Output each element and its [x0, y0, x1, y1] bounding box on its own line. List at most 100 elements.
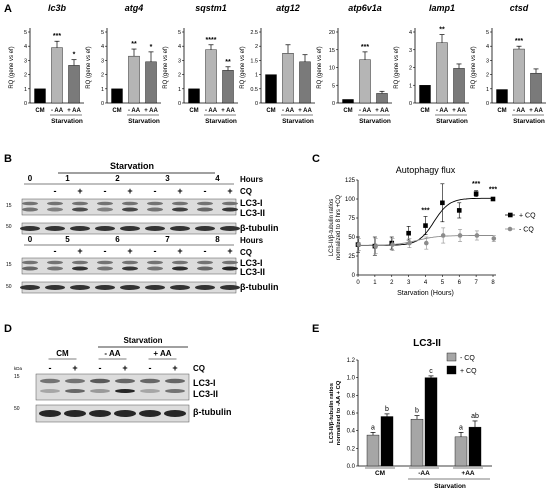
hour-label: 5 — [65, 235, 70, 244]
lc3i-band — [172, 201, 188, 206]
legend-label-minus-cq: - CQ — [519, 227, 534, 234]
legend-label-plus-cq: + CQ — [519, 213, 536, 220]
y-tick-label: 1 — [486, 87, 489, 93]
tubulin-strip — [35, 404, 190, 423]
hour-label: 6 — [115, 235, 120, 244]
gene-ylabel: RQ (gene vs ef) — [86, 46, 92, 88]
group-label: Starvation — [282, 118, 314, 125]
gene-chart-lc3b: lc3b RQ (gene vs ef) 0 1 2 3 4 5 CM *** - AA * + AA S… — [9, 3, 84, 125]
y-tick-label: 1.5 — [250, 58, 258, 64]
blot-b-lc3i-label-2: LC3-I — [240, 258, 263, 268]
gene-chart-sqstm1: sqstm1 RQ (gene vs ef) 0 1 2 3 4 5 CM **** - AA ** +… — [163, 3, 238, 125]
lc3i-band — [165, 378, 185, 384]
bar — [205, 49, 217, 104]
data-point-minus-cq — [356, 242, 362, 247]
y-tick-label: 10 — [329, 66, 335, 72]
lc3i-band — [147, 201, 163, 206]
bar — [380, 416, 394, 467]
y-tick-label: 5 — [332, 83, 335, 89]
cq-plus: + — [177, 186, 182, 196]
cq-plus: + — [177, 246, 182, 256]
bar — [419, 85, 431, 104]
lc3ii-band — [122, 266, 138, 271]
y-tick-label: 1 — [178, 87, 181, 93]
tubulin-band — [20, 285, 40, 290]
bar — [376, 93, 388, 104]
hour-label: 0 — [28, 235, 33, 244]
gene-title: atp6v1a — [348, 3, 382, 13]
category-label: + AA — [298, 108, 312, 114]
letter-label: b — [385, 406, 389, 413]
cq-minus: - — [54, 186, 57, 196]
tubulin-band — [70, 226, 90, 231]
blot-d-lane-labels: CM- +- AA- ++ AA- + — [48, 349, 178, 373]
blot-b-lc3ii-label-1: LC3-II — [240, 208, 265, 218]
category-label: -AA — [418, 470, 430, 477]
y-tick-label: 1 — [24, 87, 27, 93]
significance-label: *** — [53, 33, 61, 40]
category-label: - AA — [513, 108, 526, 114]
gene-title: lc3b — [48, 3, 67, 13]
significance-label: *** — [421, 208, 429, 215]
y-tick-label: 0 — [255, 101, 258, 107]
blot-b-marker-50-1: 50 — [6, 224, 12, 230]
y-tick-label: 3 — [24, 58, 27, 64]
blot-b-lane-labels: 0 1- +2- +3- +4- +0 5- +6- +7- +8- + — [24, 174, 234, 256]
legend-label: - CQ — [460, 355, 475, 362]
y-tick-label: 5 — [178, 30, 181, 36]
lc3i-band — [122, 260, 138, 265]
lc3ii-band — [172, 266, 188, 271]
tubulin-band — [170, 226, 190, 231]
cq-minus: - — [49, 363, 52, 373]
y-tick-label: 5 — [486, 30, 489, 36]
gene-chart-atg4: atg4 RQ (gene vs ef) 0 1 2 3 4 5 CM ** - AA * + AA St… — [86, 3, 161, 125]
y-tick-label: 2 — [178, 73, 181, 79]
bar — [188, 88, 200, 104]
bar — [453, 68, 465, 104]
letter-label: a — [371, 424, 375, 431]
lc3ii-band — [90, 389, 110, 393]
bar — [454, 436, 468, 467]
tubulin-band — [20, 226, 40, 231]
lc3-strip — [35, 373, 190, 401]
gene-title: lamp1 — [429, 3, 455, 13]
blot-d-starvation-label: Starvation — [123, 336, 162, 345]
data-point-minus-cq — [407, 240, 412, 246]
y-tick-label: 0.8 — [347, 393, 356, 399]
y-tick-label: 0 — [101, 101, 104, 107]
y-tick-label: 2 — [486, 73, 489, 79]
blot-d-marker-50: 50 — [14, 406, 20, 412]
y-tick-label: 20 — [329, 30, 335, 36]
significance-label: *** — [361, 44, 369, 51]
significance-label: *** — [515, 38, 523, 45]
gene-ylabel: RQ (gene vs ef) — [471, 46, 477, 88]
bar — [145, 61, 157, 104]
tubulin-band — [145, 285, 165, 290]
y-tick-label: 0 — [409, 101, 412, 107]
group-label: Starvation — [128, 118, 160, 125]
cq-plus: + — [127, 186, 132, 196]
gene-title: sqstm1 — [195, 3, 227, 13]
y-tick-label: 0 — [352, 273, 356, 279]
lc3-strip — [21, 257, 237, 275]
x-tick-label: 1 — [373, 280, 377, 286]
lc3ii-band — [197, 266, 213, 271]
y-tick-label: 4 — [409, 30, 412, 36]
bar — [299, 61, 311, 104]
hour-label: 1 — [65, 174, 70, 183]
cq-minus: - — [104, 246, 107, 256]
hour-label: 3 — [165, 174, 170, 183]
lc3i-band — [197, 201, 213, 206]
lc3i-band — [97, 260, 113, 265]
x-tick-label: 8 — [491, 280, 495, 286]
lc3ii-band — [47, 266, 63, 271]
category-label: - AA — [128, 108, 141, 114]
bar — [468, 426, 482, 467]
blot-d-kda-label: kDa — [14, 366, 22, 371]
lc3ii-band — [140, 389, 160, 393]
hour-label: 7 — [165, 235, 170, 244]
y-tick-label: 2 — [409, 66, 412, 72]
category-label: - AA — [436, 108, 449, 114]
tubulin-band — [45, 285, 65, 290]
